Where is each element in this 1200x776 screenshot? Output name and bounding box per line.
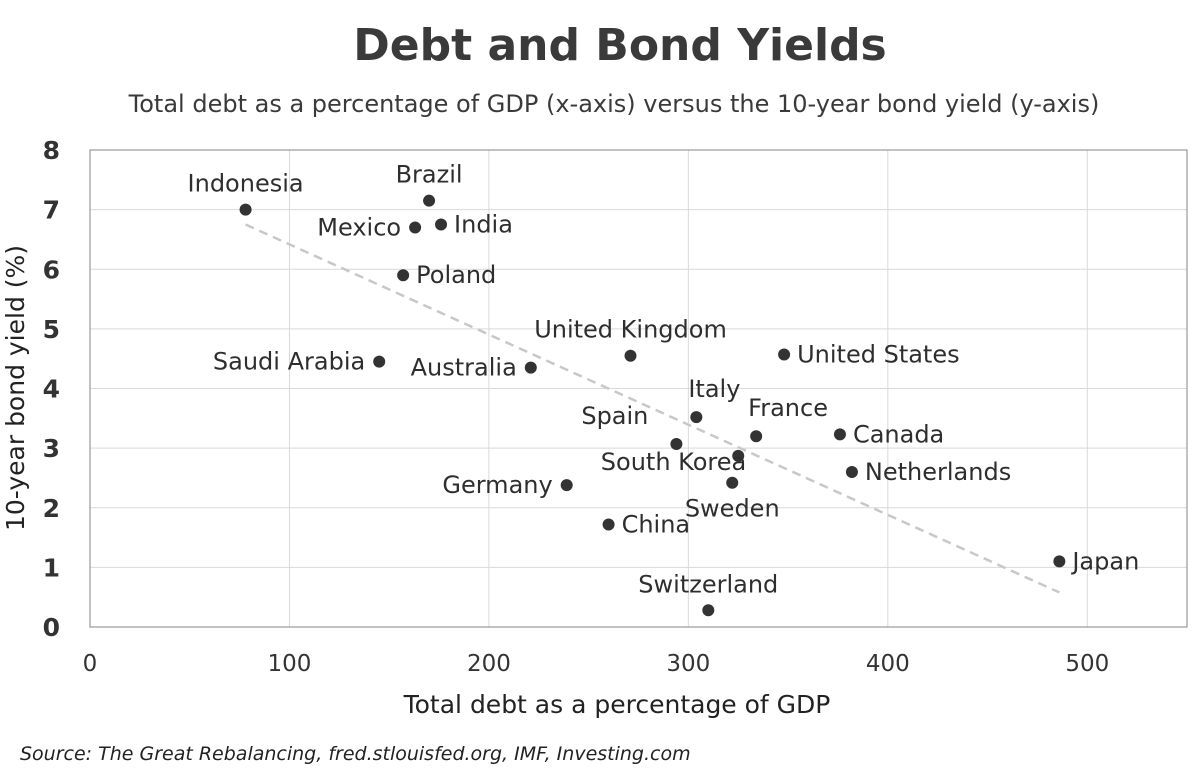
point-australia — [524, 361, 537, 374]
label-mexico: Mexico — [317, 214, 401, 242]
plot-area — [89, 149, 1188, 628]
source-note: Source: The Great Rebalancing, fred.stlo… — [20, 743, 691, 765]
y-tick-label: 0 — [43, 613, 60, 642]
y-axis-label: 10-year bond yield (%) — [1, 245, 30, 531]
label-united-states: United States — [797, 341, 960, 369]
label-united-kingdom: United Kingdom — [534, 316, 727, 344]
label-poland: Poland — [416, 261, 496, 289]
chart-subtitle: Total debt as a percentage of GDP (x-axi… — [128, 90, 1100, 118]
point-germany — [560, 479, 573, 492]
point-china — [602, 518, 615, 531]
point-india — [435, 218, 448, 231]
y-tick-label: 7 — [43, 196, 60, 225]
label-netherlands: Netherlands — [865, 458, 1011, 486]
point-united-states — [778, 348, 791, 361]
label-indonesia: Indonesia — [188, 170, 304, 198]
x-tick-label: 500 — [1065, 651, 1109, 677]
point-italy — [690, 411, 703, 424]
point-sweden — [726, 476, 739, 489]
point-indonesia — [239, 203, 252, 216]
y-axis-ticks: 0 1 2 3 4 5 6 7 8 — [43, 136, 60, 642]
data-labels: Indonesia Brazil Mexico India Poland Saudi Ar… — [188, 161, 1140, 599]
y-tick-label: 8 — [43, 136, 60, 165]
label-south-korea: South Korea — [601, 448, 746, 476]
x-tick-label: 100 — [268, 651, 312, 677]
x-tick-label: 0 — [83, 651, 98, 677]
label-japan: Japan — [1070, 547, 1139, 575]
y-tick-label: 2 — [43, 494, 60, 523]
x-axis-label: Total debt as a percentage of GDP — [403, 690, 831, 719]
point-switzerland — [702, 604, 715, 617]
point-spain — [670, 437, 683, 450]
x-axis-ticks: 0 100 200 300 400 500 — [83, 651, 1110, 677]
label-brazil: Brazil — [396, 161, 463, 189]
x-tick-label: 400 — [866, 651, 910, 677]
point-france — [750, 430, 763, 443]
y-tick-label: 1 — [43, 553, 60, 582]
label-china: China — [622, 510, 691, 538]
point-japan — [1053, 555, 1066, 568]
point-united-kingdom — [624, 349, 637, 362]
x-tick-label: 300 — [666, 651, 710, 677]
chart-title: Debt and Bond Yields — [353, 20, 887, 71]
y-tick-label: 6 — [43, 255, 60, 284]
point-saudi-arabia — [373, 355, 386, 368]
label-germany: Germany — [442, 471, 552, 499]
point-canada — [833, 428, 846, 441]
label-france: France — [748, 394, 828, 422]
label-spain: Spain — [581, 402, 648, 430]
label-switzerland: Switzerland — [638, 570, 778, 598]
y-tick-label: 3 — [43, 434, 60, 463]
point-netherlands — [845, 465, 858, 478]
point-south-korea — [732, 449, 745, 462]
point-brazil — [423, 194, 436, 207]
point-poland — [397, 269, 410, 282]
point-mexico — [409, 221, 422, 234]
label-canada: Canada — [853, 420, 944, 448]
data-points — [239, 194, 1066, 617]
label-saudi-arabia: Saudi Arabia — [213, 348, 365, 376]
gridlines — [89, 149, 1187, 628]
y-tick-label: 4 — [43, 375, 60, 404]
x-tick-label: 200 — [467, 651, 511, 677]
label-india: India — [454, 211, 513, 239]
label-sweden: Sweden — [685, 495, 780, 523]
label-australia: Australia — [411, 354, 517, 382]
label-italy: Italy — [688, 375, 740, 403]
y-tick-label: 5 — [43, 315, 60, 344]
